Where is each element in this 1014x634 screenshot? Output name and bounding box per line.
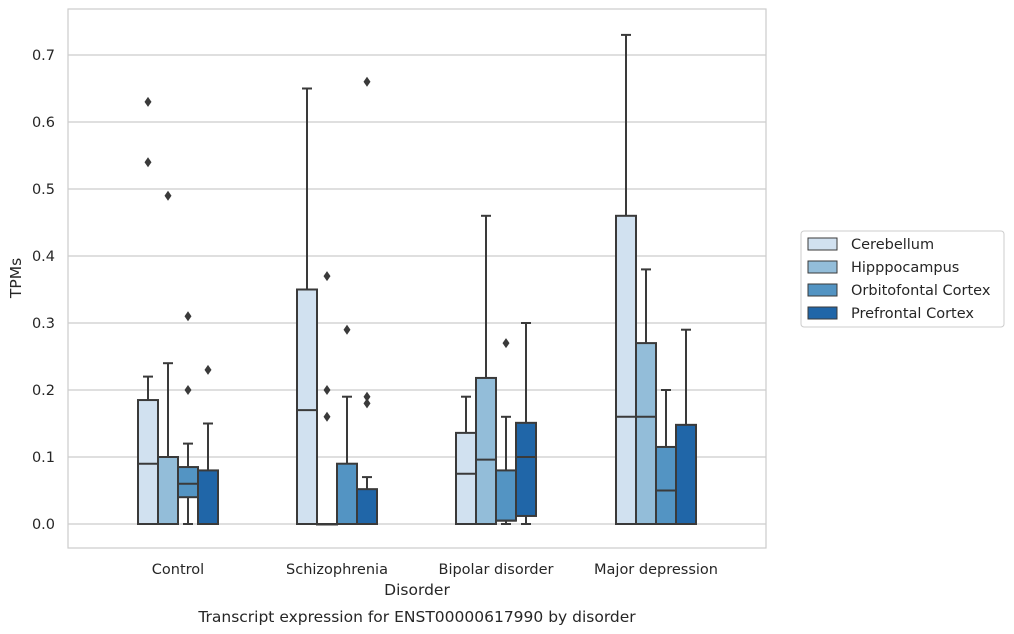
box-orbitofontal-cortex [177, 311, 199, 525]
legend-swatch [807, 260, 838, 274]
y-tick-label: 0.7 [32, 48, 55, 64]
y-tick-label: 0.6 [32, 115, 55, 131]
box-cerebellum [615, 33, 637, 526]
box-body [675, 423, 697, 525]
box-hipppocampus [635, 268, 657, 525]
y-tick-label: 0.2 [32, 383, 55, 399]
y-tick-labels: 0.0 0.1 0.2 0.3 0.4 0.5 0.6 0.7 [32, 48, 55, 533]
x-tick-labels: Control Schizophrenia Bipolar disorder Majo… [152, 562, 718, 578]
outlier-point [343, 324, 351, 335]
outlier-point [323, 271, 331, 282]
box-body [635, 342, 657, 525]
outlier-point [144, 157, 152, 168]
box-hipppocampus [316, 271, 338, 526]
box-prefrontal-cortex [356, 76, 378, 526]
y-tick-label: 0.1 [32, 450, 55, 466]
x-tick-label: Bipolar disorder [439, 562, 554, 578]
box-body [197, 469, 219, 525]
box-body [455, 431, 477, 526]
box-body [157, 456, 179, 525]
outlier-point [144, 96, 152, 107]
outlier-point [363, 76, 371, 87]
legend-frame [800, 230, 1005, 328]
outlier-point [204, 364, 212, 375]
box-body [137, 399, 159, 525]
x-tick-label: Schizophrenia [286, 562, 388, 578]
box-prefrontal-cortex [675, 328, 697, 525]
legend-swatch [807, 283, 838, 297]
legend-label: Hipppocampus [851, 260, 959, 276]
outlier-point [323, 411, 331, 422]
box-prefrontal-cortex [515, 322, 537, 525]
y-tick-label: 0.3 [32, 316, 55, 332]
legend-label: Prefrontal Cortex [851, 306, 974, 322]
legend-label: Cerebellum [851, 237, 934, 253]
box-body [356, 488, 378, 526]
x-tick-label: Major depression [594, 562, 718, 578]
outlier-point [502, 338, 510, 349]
outlier-point [184, 385, 192, 395]
box-prefrontal-cortex [197, 364, 219, 525]
box-body [515, 421, 537, 517]
legend-swatch [807, 306, 838, 320]
box-orbitofontal-cortex [336, 324, 358, 526]
y-tick-label: 0.5 [32, 182, 55, 198]
outlier-point [164, 190, 172, 201]
box-body [655, 445, 677, 526]
legend-items: Cerebellum Hipppocampus Orbitofontal Corte… [807, 237, 991, 322]
y-tick-label: 0.4 [32, 249, 55, 265]
legend: Cerebellum Hipppocampus Orbitofontal Corte… [800, 230, 1005, 328]
box-layer [137, 33, 697, 526]
box-body [177, 466, 199, 499]
box-hipppocampus [475, 214, 497, 525]
box-body [475, 376, 497, 525]
y-axis-title: TPMs [7, 258, 25, 299]
outlier-point [363, 398, 371, 409]
box-hipppocampus [157, 190, 179, 525]
outlier-point [363, 391, 371, 402]
box-body [336, 462, 358, 526]
legend-swatch [807, 237, 838, 251]
x-axis-title: Disorder [384, 581, 450, 599]
chart-caption: Transcript expression for ENST0000061799… [197, 608, 636, 626]
box-body [296, 288, 318, 525]
box-body [615, 214, 637, 526]
x-tick-label: Control [152, 562, 204, 578]
box-orbitofontal-cortex [495, 338, 517, 525]
outlier-point [184, 311, 192, 322]
box-cerebellum [296, 87, 318, 525]
y-tick-label: 0.0 [32, 517, 55, 533]
outlier-point [323, 385, 331, 395]
box-body [495, 469, 517, 522]
legend-label: Orbitofontal Cortex [851, 283, 991, 299]
